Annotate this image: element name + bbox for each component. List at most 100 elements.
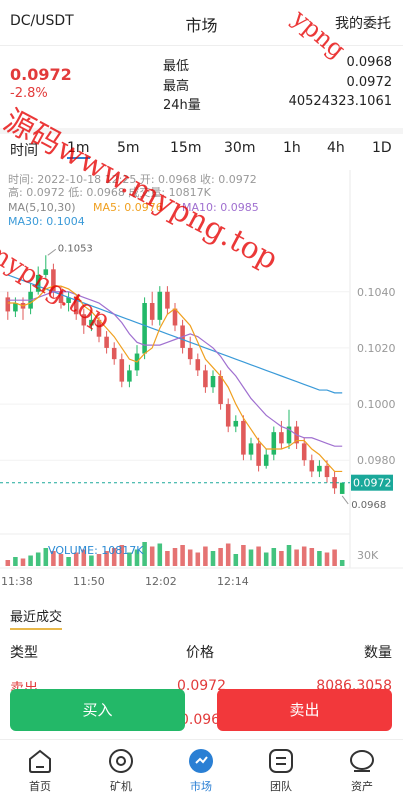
volume-bar [142, 542, 147, 566]
volume-axis-label: 30K [357, 549, 379, 562]
volume-bar [81, 549, 87, 566]
volume-bar [195, 552, 201, 566]
volume-bar [301, 546, 307, 566]
low-marker-line [341, 495, 349, 505]
volume-bar [218, 548, 223, 566]
volume-bar [233, 554, 239, 566]
buy-button[interactable]: 买入 [10, 689, 185, 731]
volume-bar [58, 554, 64, 566]
volume-bar [180, 545, 185, 566]
ticker-summary: 0.0972 -2.8% 最低 0.0968 最高 0.0972 24h量 40… [0, 46, 403, 126]
candle-body [263, 454, 269, 466]
x-tick-label: 11:50 [73, 575, 105, 588]
volume-bar [271, 548, 277, 566]
tab-1h[interactable]: 1h [283, 140, 301, 156]
volume-bar [187, 549, 193, 566]
section-divider [0, 128, 403, 134]
candle-body [309, 460, 315, 472]
tab-1d[interactable]: 1D [372, 140, 392, 156]
candle-info-line-2: 高: 0.0972 低: 0.0968 成交量: 10817K [8, 186, 211, 199]
volume-bar [13, 557, 18, 566]
volume-bar [332, 549, 337, 566]
tab-30m[interactable]: 30m [224, 140, 256, 156]
stat-volume-value: 40524323.1061 [288, 94, 392, 109]
candle-body [256, 443, 261, 466]
volume-legend: VOLUME: 10817K [48, 544, 144, 557]
candle-body [301, 443, 307, 461]
trading-pair-selector[interactable]: DC/USDT [10, 13, 74, 29]
tab-5m[interactable]: 5m [117, 140, 140, 156]
volume-bar [89, 555, 94, 566]
ma5-legend: MA5: 0.0976 [93, 201, 163, 214]
candle-body [96, 319, 102, 337]
candle-body [66, 297, 71, 303]
volume-bar [309, 548, 315, 566]
volume-bar [35, 552, 41, 566]
candle-body [127, 370, 132, 382]
last-price: 0.0972 [10, 65, 72, 84]
candle-body [324, 465, 330, 478]
candle-body [89, 319, 94, 326]
stat-high-value: 0.0972 [346, 75, 393, 90]
volume-bar [134, 549, 140, 566]
sell-button[interactable]: 卖出 [217, 689, 392, 731]
stat-high-label: 最高 [163, 79, 190, 94]
volume-bar [165, 551, 170, 566]
ma5-line [7, 285, 343, 473]
candle-body [271, 432, 277, 455]
tab-market[interactable]: 市场 [161, 740, 241, 796]
volume-bar [286, 545, 292, 566]
my-orders-link[interactable]: 我的委托 [335, 16, 391, 32]
assets-icon [350, 750, 374, 772]
ma10-legend: MA10: 0.0985 [182, 201, 259, 214]
candle-body [81, 314, 87, 326]
volume-bar [203, 546, 208, 566]
volume-bar [157, 543, 163, 566]
candle-body [195, 359, 201, 371]
tab-4h[interactable]: 4h [327, 140, 345, 156]
volume-bar [263, 552, 269, 566]
candle-body [339, 482, 345, 494]
miner-icon [109, 749, 133, 773]
page-title: 市场 [185, 16, 218, 35]
y-tick-label: 0.1020 [357, 342, 396, 355]
y-tick-label: 0.0980 [357, 454, 396, 467]
stat-low-label: 最低 [163, 59, 190, 74]
ma30-line [7, 274, 343, 394]
volume-bar [111, 548, 117, 566]
kline-chart[interactable]: 0.1040 0.1020 0.1000 0.0980 30K 11:38 11:50 12:… [0, 164, 403, 594]
team-icon [269, 749, 293, 773]
candle-body [248, 443, 254, 455]
tab-miner[interactable]: 矿机 [81, 740, 161, 796]
volume-bar [119, 545, 125, 566]
candle-body [187, 347, 193, 360]
low-marker-label: 0.0968 [351, 500, 386, 511]
interval-tabs: 时间 1m 5m 15m 30m 1h 4h 1D [0, 136, 403, 162]
volume-bar [225, 543, 231, 566]
market-icon [189, 749, 213, 773]
candle-body [157, 291, 163, 320]
volume-bar [294, 549, 299, 566]
tab-time[interactable]: 时间 [10, 143, 38, 159]
candle-body [165, 291, 170, 309]
candle-body [111, 347, 117, 360]
candle-body [13, 303, 18, 312]
volume-bar [324, 552, 330, 566]
tab-15m[interactable]: 15m [170, 140, 202, 156]
tab-1m[interactable]: 1m [67, 140, 90, 159]
ma-legend-label: MA(5,10,30) [8, 201, 76, 214]
volume-bar [51, 551, 56, 566]
volume-bar [172, 548, 178, 566]
recent-trades-title[interactable]: 最近成交 [10, 606, 63, 630]
bottom-tab-bar: 首页 矿机 市场 团队 [0, 739, 403, 796]
candle-body [73, 297, 79, 315]
ma30-legend: MA30: 0.1004 [8, 215, 85, 228]
tab-assets-label: 资产 [351, 780, 373, 793]
x-tick-label: 11:38 [1, 575, 33, 588]
candle-body [104, 336, 109, 348]
candle-body [58, 291, 64, 303]
tab-assets[interactable]: 资产 [322, 740, 402, 796]
tab-team[interactable]: 团队 [241, 740, 321, 796]
tab-home[interactable]: 首页 [0, 740, 80, 796]
